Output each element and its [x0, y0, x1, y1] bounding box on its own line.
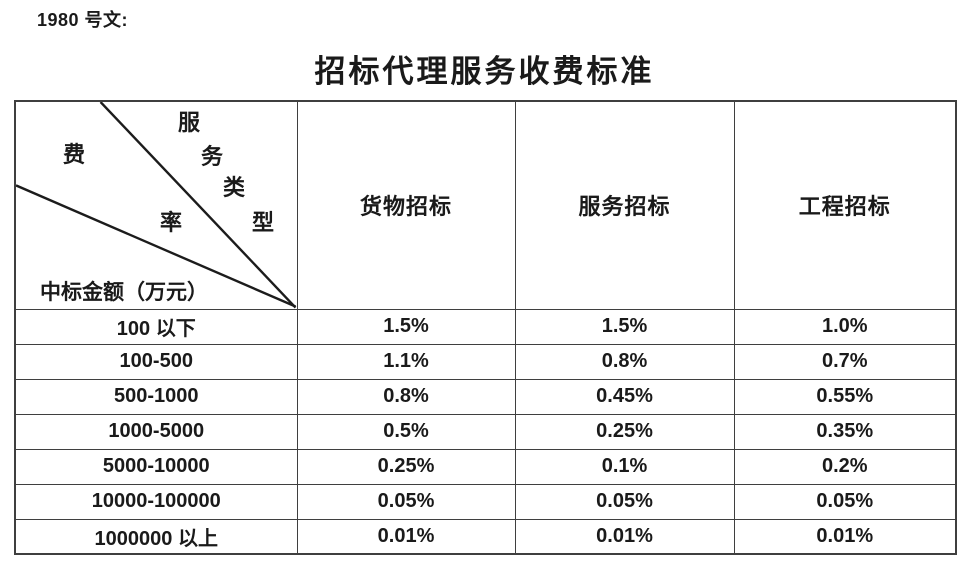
table-row: 1000-5000 0.5% 0.25% 0.35% [14, 413, 957, 450]
rate-cell: 0.01% [514, 518, 735, 555]
table-row: 1000000 以上 0.01% 0.01% 0.01% [14, 518, 957, 555]
corner-type-char-1: 服 [178, 110, 201, 135]
column-header-goods: 货物招标 [296, 100, 516, 310]
corner-type-char-3: 类 [223, 175, 246, 200]
table-row: 500-1000 0.8% 0.45% 0.55% [14, 378, 957, 415]
rate-cell: 0.45% [514, 378, 735, 415]
rate-cell: 1.0% [733, 308, 957, 345]
amount-range-cell: 5000-10000 [14, 448, 298, 485]
fee-standard-table: 服 务 类 型 费 率 中标金额（万元） 货物招标 服务招标 工程招标 100 … [14, 100, 957, 555]
rate-cell: 0.1% [514, 448, 735, 485]
corner-rate-char-2: 率 [160, 210, 183, 235]
table-row: 100-500 1.1% 0.8% 0.7% [14, 343, 957, 380]
amount-range-cell: 500-1000 [14, 378, 298, 415]
rate-cell: 0.25% [296, 448, 516, 485]
rate-cell: 0.05% [733, 483, 957, 520]
table-row: 5000-10000 0.25% 0.1% 0.2% [14, 448, 957, 485]
amount-range-cell: 100-500 [14, 343, 298, 380]
corner-type-char-2: 务 [201, 144, 224, 169]
table-row: 100 以下 1.5% 1.5% 1.0% [14, 308, 957, 345]
rate-cell: 0.35% [733, 413, 957, 450]
rate-cell: 0.55% [733, 378, 957, 415]
page-title: 招标代理服务收费标准 [314, 54, 655, 89]
rate-cell: 0.05% [514, 483, 735, 520]
column-header-works: 工程招标 [733, 100, 957, 310]
table-header-row: 服 务 类 型 费 率 中标金额（万元） 货物招标 服务招标 工程招标 [14, 100, 957, 310]
amount-range-cell: 10000-100000 [14, 483, 298, 520]
column-header-services: 服务招标 [514, 100, 735, 310]
rate-cell: 0.8% [296, 378, 516, 415]
table-row: 10000-100000 0.05% 0.05% 0.05% [14, 483, 957, 520]
amount-range-cell: 100 以下 [14, 308, 298, 345]
rate-cell: 1.1% [296, 343, 516, 380]
corner-rate-char-1: 费 [63, 142, 86, 167]
rate-cell: 0.25% [514, 413, 735, 450]
rate-cell: 0.2% [733, 448, 957, 485]
rate-cell: 0.01% [733, 518, 957, 555]
rate-cell: 0.05% [296, 483, 516, 520]
rate-cell: 0.8% [514, 343, 735, 380]
document-number-label: 1980 号文: [37, 10, 129, 30]
corner-header-cell: 服 务 类 型 费 率 中标金额（万元） [14, 100, 298, 310]
rate-cell: 0.01% [296, 518, 516, 555]
amount-range-cell: 1000-5000 [14, 413, 298, 450]
rate-cell: 0.7% [733, 343, 957, 380]
rate-cell: 0.5% [296, 413, 516, 450]
rate-cell: 1.5% [514, 308, 735, 345]
amount-range-cell: 1000000 以上 [14, 518, 298, 555]
rate-cell: 1.5% [296, 308, 516, 345]
corner-type-char-4: 型 [252, 210, 275, 235]
corner-amount-label: 中标金额（万元） [40, 280, 208, 304]
diagonal-divider-lines [16, 102, 296, 308]
